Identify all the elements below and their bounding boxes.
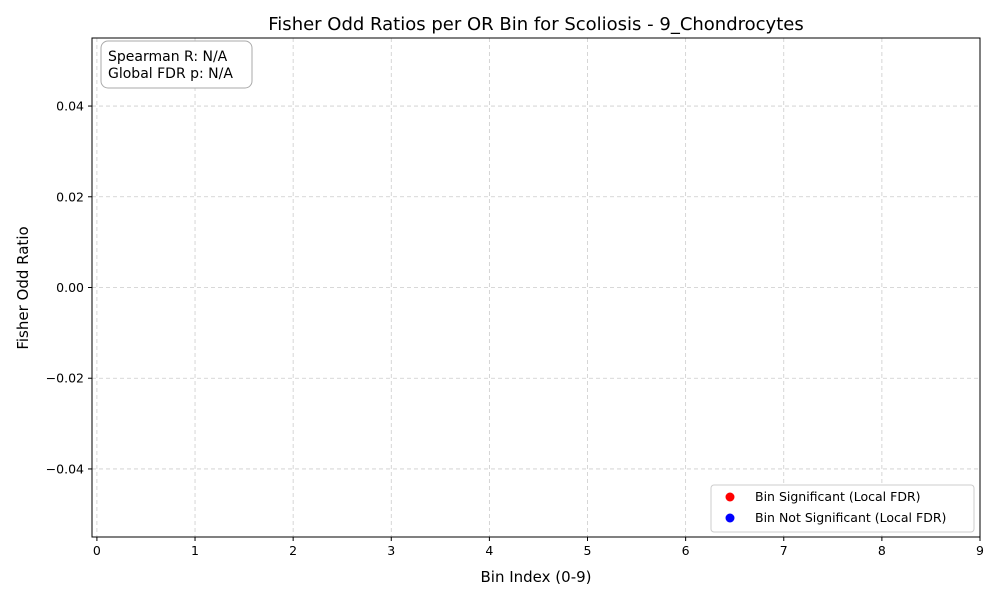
- x-tick-label: 5: [584, 543, 592, 558]
- x-tick-label: 8: [878, 543, 886, 558]
- stats-annotation-box: Spearman R: N/A Global FDR p: N/A: [100, 40, 253, 89]
- legend-label-significant: Bin Significant (Local FDR): [755, 489, 921, 504]
- y-tick-label: 0.04: [56, 99, 84, 114]
- x-tick-label: 3: [387, 543, 395, 558]
- legend-marker-significant: [725, 492, 735, 502]
- y-tick-label: −0.02: [46, 371, 84, 386]
- x-axis-ticks: 0 1 2 3 4 5 6 7 8 9: [93, 537, 984, 558]
- x-tick-label: 2: [289, 543, 297, 558]
- chart-title: Fisher Odd Ratios per OR Bin for Scolios…: [268, 14, 803, 35]
- x-tick-label: 6: [682, 543, 690, 558]
- legend-label-not-significant: Bin Not Significant (Local FDR): [755, 510, 946, 525]
- global-fdr-annotation: Global FDR p: N/A: [108, 66, 233, 82]
- spearman-annotation: Spearman R: N/A: [108, 49, 228, 65]
- y-axis-title: Fisher Odd Ratio: [14, 226, 32, 349]
- x-tick-label: 4: [485, 543, 493, 558]
- x-tick-label: 7: [780, 543, 788, 558]
- y-tick-label: −0.04: [46, 461, 84, 476]
- grid-lines: [92, 38, 981, 537]
- x-tick-label: 1: [191, 543, 199, 558]
- x-tick-label: 9: [976, 543, 984, 558]
- y-tick-label: 0.00: [56, 280, 84, 295]
- x-axis-title: Bin Index (0-9): [481, 568, 592, 586]
- x-tick-label: 0: [93, 543, 101, 558]
- legend-marker-not-significant: [725, 513, 735, 523]
- legend: Bin Significant (Local FDR) Bin Not Sign…: [710, 484, 975, 533]
- y-axis-ticks: −0.04 −0.02 0.00 0.02 0.04: [46, 99, 92, 476]
- y-tick-label: 0.02: [56, 189, 84, 204]
